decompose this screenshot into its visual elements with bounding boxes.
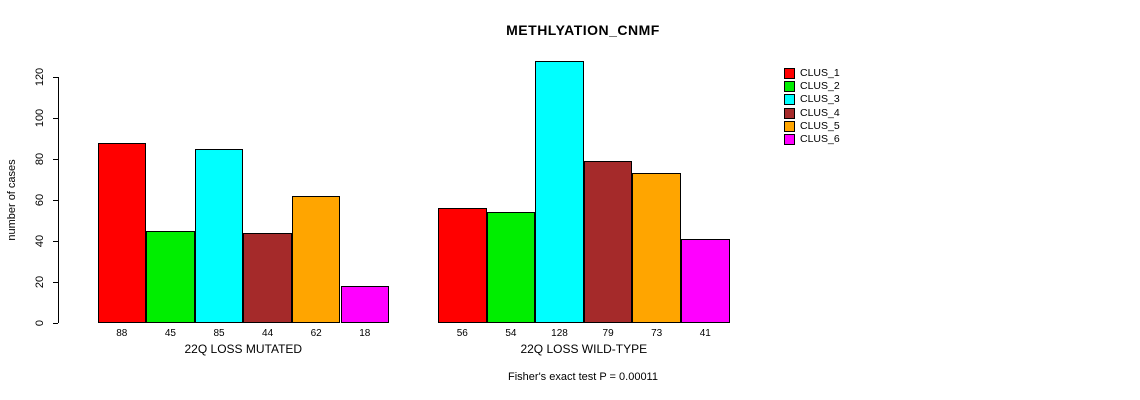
group-label-wild-type: 22Q LOSS WILD-TYPE [520, 342, 648, 356]
y-tick-mark [53, 77, 58, 78]
y-axis-line [58, 77, 59, 323]
bar-clus_4 [243, 232, 292, 323]
y-tick-label: 100 [34, 108, 46, 128]
y-tick-mark [53, 159, 58, 160]
y-tick-label: 0 [34, 319, 46, 327]
legend-label-clus_4: CLUS_4 [800, 106, 840, 119]
y-tick-mark [53, 241, 58, 242]
fisher-test-annotation: Fisher's exact test P = 0.00011 [508, 371, 658, 383]
y-tick-label: 20 [34, 275, 46, 289]
bar-value-label: 62 [310, 328, 322, 339]
legend-swatch-clus_2 [784, 81, 795, 93]
group-label-mutated: 22Q LOSS MUTATED [184, 342, 303, 356]
bar-value-label: 56 [456, 328, 468, 339]
y-tick-label: 60 [34, 193, 46, 207]
bar-clus_1 [438, 208, 487, 323]
bar-value-label: 54 [505, 328, 517, 339]
y-axis-title: number of cases [6, 159, 18, 241]
y-tick-label: 40 [34, 234, 46, 248]
bar-value-label: 79 [602, 328, 614, 339]
bar-value-label: 44 [262, 328, 274, 339]
bar-value-label: 73 [651, 328, 663, 339]
bar-clus_2 [146, 230, 195, 323]
bar-value-label: 41 [699, 328, 711, 339]
bar-clus_3 [194, 148, 244, 323]
bar-value-label: 128 [551, 328, 568, 339]
y-tick-mark [53, 118, 58, 119]
chart-title: METHLYATION_CNMF [506, 22, 660, 38]
legend-swatch-clus_3 [784, 94, 795, 106]
bar-value-label: 45 [164, 328, 176, 339]
legend-swatch-clus_1 [784, 68, 795, 79]
y-tick-label: 120 [34, 67, 46, 87]
legend-label-clus_6: CLUS_6 [800, 133, 840, 145]
bar-clus_5 [291, 195, 341, 323]
legend-label-clus_2: CLUS_2 [800, 80, 840, 93]
y-tick-mark [53, 282, 58, 283]
bar-clus_1 [97, 142, 147, 323]
legend-label-clus_3: CLUS_3 [800, 93, 840, 106]
bar-clus_4 [583, 161, 633, 323]
legend-swatch-clus_5 [784, 120, 795, 132]
bar-value-label: 88 [116, 328, 128, 339]
bar-clus_3 [535, 60, 584, 323]
y-tick-mark [53, 323, 58, 324]
bar-clus_6 [681, 238, 730, 323]
y-tick-mark [53, 200, 58, 201]
bar-clus_2 [486, 212, 536, 323]
legend-swatch-clus_4 [784, 107, 795, 119]
bar-value-label: 85 [213, 328, 225, 339]
bar-clus_5 [632, 173, 681, 323]
bar-clus_6 [340, 286, 390, 323]
legend-swatch-clus_6 [784, 134, 795, 145]
legend-label-clus_1: CLUS_1 [800, 67, 840, 79]
bar-value-label: 18 [359, 328, 371, 339]
y-tick-label: 80 [34, 152, 46, 166]
legend-label-clus_5: CLUS_5 [800, 119, 840, 132]
